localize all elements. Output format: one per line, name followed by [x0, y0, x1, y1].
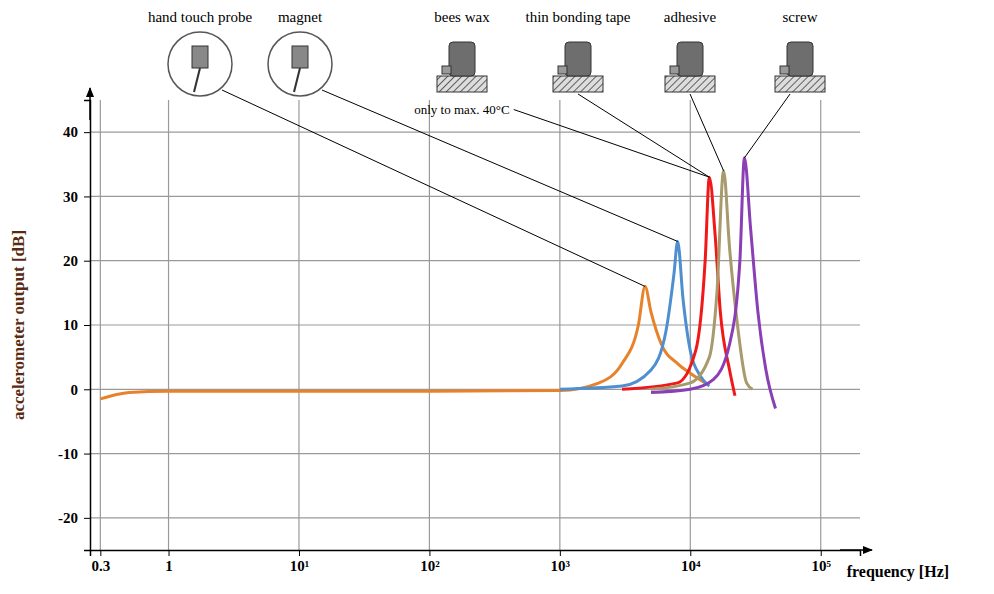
x-tick-mark [299, 550, 300, 556]
y-tick-label: 40 [63, 124, 78, 140]
x-tick-mark [169, 550, 170, 556]
y-tick-mark [84, 196, 90, 197]
x-tick-mark [560, 550, 561, 556]
y-tick-mark [84, 389, 90, 390]
y-tick-label: 10 [63, 317, 78, 333]
mount-label: adhesive [664, 9, 717, 25]
y-axis: -20 -10 0 10 20 30 40 [58, 101, 91, 551]
y-tick-label: 0 [71, 382, 79, 398]
mount-icon [775, 42, 825, 92]
y-tick: 0 [71, 382, 91, 398]
x-axis: 0.3 1 10¹ 10² 10³ 10⁴ 10⁵ [91, 550, 861, 574]
y-axis-title: accelerometer output [dB] [9, 230, 28, 420]
y-tick: 10 [63, 317, 90, 333]
leader-line [744, 94, 790, 158]
y-axis-arrow [89, 88, 91, 120]
x-tick: 0.3 [91, 550, 110, 574]
series-line [100, 286, 705, 399]
x-tick-mark [690, 550, 691, 556]
mount-label: thin bonding tape [526, 9, 631, 25]
y-tick-mark [84, 518, 90, 519]
x-tick-label: 10⁴ [681, 558, 701, 574]
x-tick-label: 0.3 [91, 558, 110, 574]
mount-label: only to max. 40°C [414, 102, 509, 117]
x-tick-label: 1 [165, 558, 173, 574]
y-grid-line [90, 260, 860, 261]
y-grid-line [90, 324, 860, 325]
mount-label: magnet [278, 9, 323, 25]
y-tick-mark [84, 454, 90, 455]
y-tick: 40 [63, 124, 90, 140]
annotations: hand touch probe magnet bees wax adhesive sc… [148, 9, 825, 286]
x-tick-label: 10¹ [290, 558, 310, 574]
leader-line [222, 90, 645, 286]
x-tick-label: 10³ [551, 558, 571, 574]
x-axis-line [91, 551, 861, 557]
y-tick: 30 [63, 189, 90, 205]
leader-line [514, 110, 710, 178]
mount-icon [553, 42, 603, 92]
x-axis-arrow [840, 549, 872, 551]
series-line [560, 241, 710, 389]
leader-line [690, 94, 724, 171]
y-grid-line [90, 196, 860, 197]
leader-line [322, 90, 678, 241]
y-axis-line [84, 101, 91, 551]
leader-line [578, 94, 709, 177]
grid [90, 100, 860, 550]
y-tick-label: 20 [63, 253, 78, 269]
x-tick-label: 10⁵ [811, 558, 831, 574]
y-tick: -20 [58, 510, 90, 526]
y-tick-label: -10 [58, 446, 78, 462]
y-tick: 20 [63, 253, 90, 269]
y-grid-line [90, 132, 860, 133]
x-tick: 10⁵ [811, 550, 831, 574]
x-tick-mark [100, 550, 101, 556]
mount-label: hand touch probe [148, 9, 252, 25]
x-tick: 10³ [551, 550, 571, 574]
plot-area [100, 158, 775, 409]
mount-label: bees wax [434, 9, 490, 25]
x-tick-mark [821, 550, 822, 556]
series-line [651, 158, 775, 409]
x-tick-mark [429, 550, 430, 556]
x-tick: 1 [165, 550, 173, 574]
mount-icon [268, 32, 332, 96]
mount-icon [665, 42, 715, 92]
y-grid-line [90, 517, 860, 518]
y-tick-label: -20 [58, 510, 78, 526]
y-tick: -10 [58, 446, 90, 462]
y-tick-mark [84, 132, 90, 133]
x-tick: 10¹ [290, 550, 310, 574]
mount-label: screw [783, 9, 818, 25]
mount-icon [437, 42, 487, 92]
x-tick: 10⁴ [681, 550, 701, 574]
x-axis-title: frequency [Hz] [847, 563, 949, 581]
y-tick-mark [84, 261, 90, 262]
x-tick: 10² [420, 550, 440, 574]
y-tick-label: 30 [63, 189, 78, 205]
mount-icon [168, 32, 232, 96]
x-tick-label: 10² [420, 558, 440, 574]
y-tick-mark [84, 325, 90, 326]
y-grid-line [90, 453, 860, 454]
chart: 0.3 1 10¹ 10² 10³ 10⁴ 10⁵ -20 -10 0 10 20 30 40 freque… [0, 0, 994, 594]
